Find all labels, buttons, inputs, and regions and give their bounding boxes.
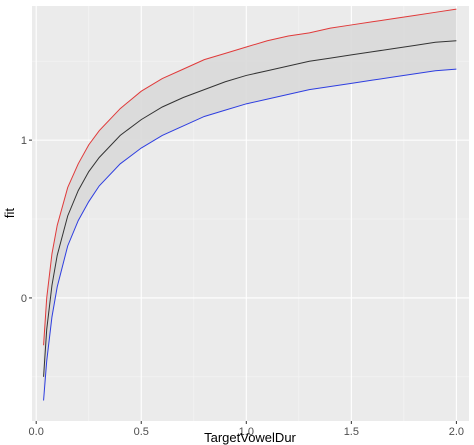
x-axis-title: TargetVowelDur [204, 430, 296, 445]
x-tick-label: 0.0 [29, 426, 44, 438]
confidence-band-area [43, 9, 457, 401]
series-lines [43, 8, 457, 401]
y-axis-title: fit [2, 208, 17, 219]
y-tick-label: 0 [21, 293, 27, 305]
x-tick-label: 2.0 [449, 426, 464, 438]
series-line-upper [43, 8, 457, 346]
series-line-lower [43, 68, 457, 401]
axis-ticks: 0.0 0.5 1.0 1.5 2.0 0 1 [21, 135, 464, 438]
confidence-band [43, 9, 457, 401]
series-line-fit [43, 40, 457, 377]
x-tick-label: 0.5 [134, 426, 149, 438]
x-tick-label: 1.0 [239, 426, 254, 438]
y-tick-label: 1 [21, 135, 27, 147]
x-tick-label: 1.5 [344, 426, 359, 438]
